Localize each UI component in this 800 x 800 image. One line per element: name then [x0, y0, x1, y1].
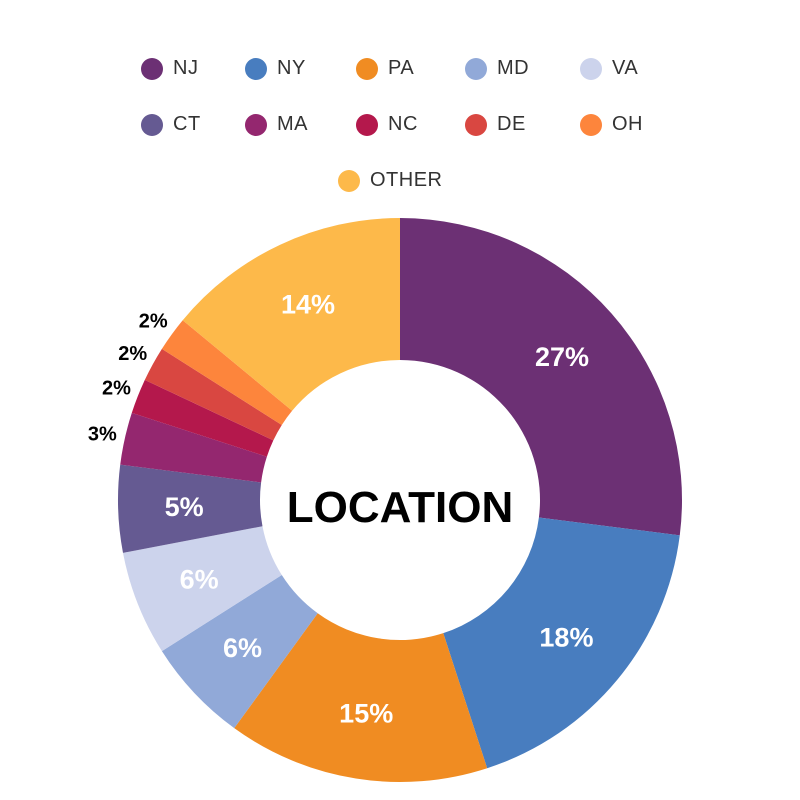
slice-ct[interactable] [117, 464, 263, 553]
legend-swatch [580, 57, 602, 80]
legend-item-nc[interactable]: NC [356, 113, 418, 136]
legend-label: NC [388, 113, 418, 135]
slice-md[interactable] [161, 575, 318, 729]
legend-item-md[interactable]: MD [465, 57, 529, 80]
data-label-de: 2% [118, 343, 147, 365]
legend-label: OTHER [370, 169, 443, 191]
legend-swatch [338, 169, 360, 192]
legend-item-pa[interactable]: PA [356, 57, 414, 80]
legend-swatch [356, 57, 378, 80]
legend-item-other[interactable]: OTHER [338, 169, 443, 192]
legend-label: MA [277, 113, 308, 135]
data-label-nj: 27% [535, 342, 589, 372]
legend-item-ma[interactable]: MA [245, 113, 308, 136]
slice-pa[interactable] [234, 613, 488, 782]
legend-label: MD [497, 57, 530, 79]
legend-item-oh[interactable]: OH [580, 113, 643, 136]
data-label-pa: 15% [339, 698, 393, 728]
data-label-nc: 2% [102, 378, 131, 400]
slice-nc[interactable] [131, 379, 274, 457]
slice-de[interactable] [144, 348, 282, 441]
legend-item-de[interactable]: DE [465, 113, 526, 136]
legend-label: DE [497, 113, 526, 135]
legend-item-nj[interactable]: NJ [141, 57, 198, 80]
data-label-ma: 3% [88, 423, 117, 445]
legend-label: NY [277, 57, 306, 79]
legend-swatch [141, 113, 163, 136]
legend-swatch [245, 113, 267, 136]
legend-label: NJ [173, 57, 199, 79]
legend-swatch [141, 57, 163, 80]
legend-label: PA [388, 57, 415, 79]
legend-swatch [356, 113, 378, 136]
legend-swatch [465, 113, 487, 136]
slice-ma[interactable] [120, 412, 267, 483]
legend-swatch [465, 57, 487, 80]
legend-label: CT [173, 113, 201, 135]
legend-item-ct[interactable]: CT [141, 113, 201, 136]
chart-title: LOCATION [287, 483, 514, 532]
data-label-va: 6% [180, 565, 219, 595]
legend-swatch [245, 57, 267, 80]
slice-nj[interactable] [400, 218, 682, 536]
slice-ny[interactable] [443, 517, 680, 769]
legend-label: OH [612, 113, 643, 135]
slice-other[interactable] [182, 217, 400, 411]
legend-swatch [580, 113, 602, 136]
data-label-ny: 18% [539, 623, 593, 653]
slice-oh[interactable] [161, 320, 293, 425]
data-label-ct: 5% [165, 492, 204, 522]
data-label-oh: 2% [139, 311, 168, 333]
slice-va[interactable] [122, 526, 282, 652]
legend-item-va[interactable]: VA [580, 57, 638, 80]
data-label-other: 14% [281, 290, 335, 320]
legend-label: VA [612, 57, 639, 79]
data-label-md: 6% [223, 633, 262, 663]
legend-item-ny[interactable]: NY [245, 57, 306, 80]
